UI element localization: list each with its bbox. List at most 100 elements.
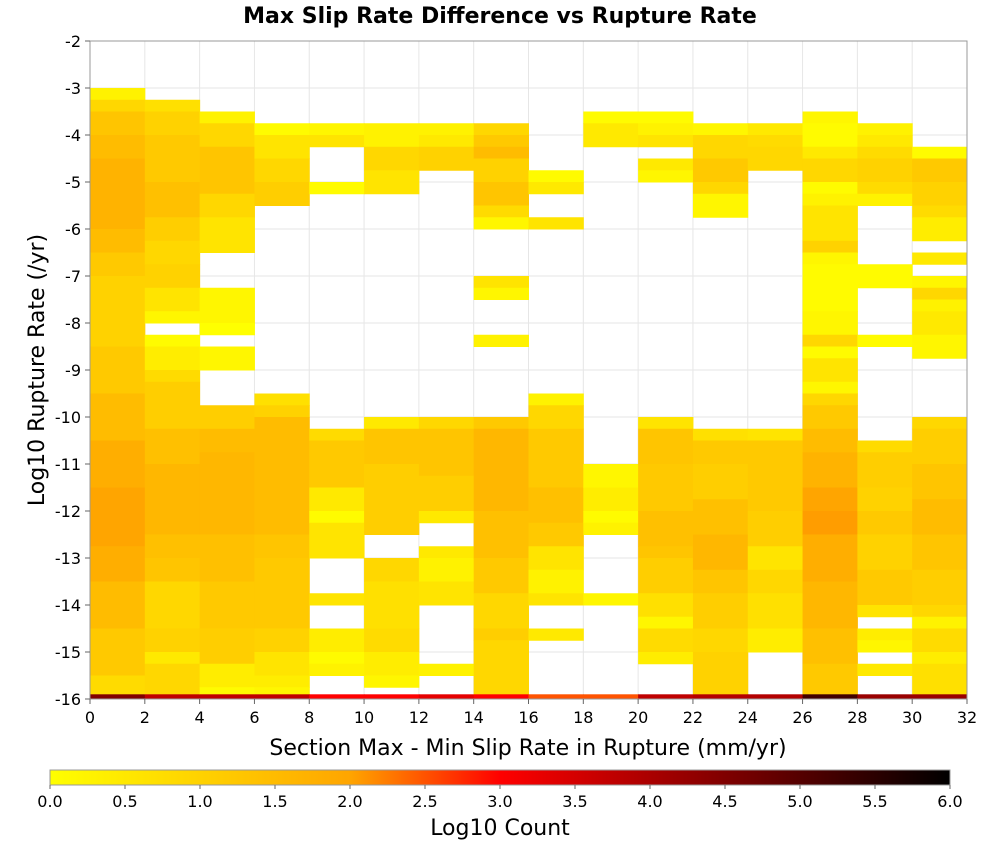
heatmap-cell — [199, 628, 255, 665]
heatmap-cell — [473, 334, 529, 347]
heatmap-cell — [364, 464, 420, 535]
heatmap-cell — [912, 217, 968, 242]
heatmap-cell — [254, 694, 310, 700]
heatmap-cell — [912, 428, 968, 465]
heatmap-cell — [857, 628, 913, 641]
y-tick-label: -4 — [65, 126, 81, 145]
heatmap-cell — [802, 111, 858, 124]
heatmap-cell — [473, 511, 529, 559]
heatmap-cell — [912, 616, 968, 629]
heatmap-cell — [857, 694, 913, 700]
heatmap-cell — [199, 323, 255, 336]
heatmap-cell — [254, 158, 310, 183]
heatmap-cell — [802, 381, 858, 394]
heatmap-cell — [857, 640, 913, 653]
x-tick-label: 20 — [628, 708, 648, 727]
heatmap-cell — [583, 511, 639, 524]
heatmap-cell — [418, 546, 475, 559]
heatmap-cell — [90, 675, 146, 695]
heatmap-cell — [90, 158, 146, 230]
heatmap-cell — [473, 628, 529, 641]
heatmap-cell — [473, 182, 529, 206]
heatmap-cell — [90, 393, 146, 441]
heatmap-cell — [802, 123, 858, 148]
heatmap-cell — [90, 111, 146, 136]
heatmap-cell — [254, 558, 310, 629]
heatmap-cell — [364, 675, 420, 688]
heatmap-cell — [802, 487, 858, 512]
heatmap-cell — [418, 694, 475, 700]
heatmap-cell — [528, 569, 584, 594]
heatmap-cell — [473, 123, 529, 136]
colorbar-tick-label: 1.5 — [262, 792, 287, 811]
heatmap-cell — [418, 511, 475, 524]
heatmap-cell — [144, 628, 201, 653]
heatmap-cell — [912, 417, 968, 430]
heatmap-cell — [638, 628, 694, 653]
heatmap-cell — [912, 499, 968, 535]
heatmap-cell — [638, 158, 694, 171]
heatmap-cell — [199, 663, 255, 688]
heatmap-cell — [528, 170, 584, 183]
heatmap-cell — [912, 146, 968, 159]
heatmap-cell — [418, 417, 475, 430]
heatmap-cell — [309, 694, 365, 700]
x-tick-label: 10 — [354, 708, 374, 727]
heatmap-cell — [692, 694, 749, 700]
x-tick-label: 24 — [738, 708, 758, 727]
heatmap-cell — [857, 264, 913, 289]
heatmap-cell — [473, 146, 529, 159]
heatmap-cell — [364, 146, 420, 171]
heatmap-cell — [473, 205, 529, 218]
heatmap-cell — [528, 393, 584, 406]
heatmap-cell — [418, 663, 475, 676]
heatmap-cell — [528, 694, 584, 700]
heatmap-cell — [199, 217, 255, 253]
heatmap-cell — [747, 511, 804, 547]
heatmap-cell — [692, 193, 749, 218]
heatmap-cell — [254, 182, 310, 206]
heatmap-cell — [473, 217, 529, 230]
heatmap-cell — [692, 428, 749, 441]
heatmap-cell — [802, 428, 858, 453]
colorbar-tick-label: 2.5 — [412, 792, 437, 811]
heatmap-cell — [144, 135, 201, 183]
heatmap-cell — [309, 123, 365, 136]
heatmap-cell — [144, 240, 201, 265]
y-tick-label: -3 — [65, 79, 81, 98]
x-tick-label: 22 — [683, 708, 703, 727]
heatmap-cell — [364, 123, 420, 148]
heatmap-cell — [199, 405, 255, 430]
heatmap-cell — [802, 158, 858, 183]
heatmap-cell — [90, 346, 146, 394]
heatmap-cell — [638, 464, 694, 512]
x-tick-label: 8 — [304, 708, 314, 727]
heatmap-cell — [638, 111, 694, 124]
heatmap-cell — [692, 123, 749, 136]
chart-title: Max Slip Rate Difference vs Rupture Rate — [243, 4, 757, 29]
x-axis-ticks: 0 2 4 6 8 10 12 14 16 18 20 22 24 26 28 30 32 — [85, 699, 977, 727]
heatmap-cell — [254, 393, 310, 406]
colorbar-tick-label: 0.0 — [37, 792, 62, 811]
colorbar-tick-label: 2.0 — [337, 792, 362, 811]
heatmap-cell — [364, 694, 420, 700]
heatmap-cell — [364, 581, 420, 629]
heatmap-cell — [802, 264, 858, 312]
heatmap-cell — [473, 640, 529, 695]
y-tick-label: -15 — [55, 643, 81, 662]
heatmap-cell — [912, 182, 968, 206]
colorbar-tick-label: 3.5 — [562, 792, 587, 811]
heatmap-cell — [802, 452, 858, 488]
heatmap-cell — [583, 487, 639, 512]
heatmap-cell — [857, 146, 913, 159]
heatmap-cell — [802, 393, 858, 406]
heatmap-cell — [199, 581, 255, 629]
heatmap-cell — [802, 193, 858, 206]
heatmap-cell — [309, 440, 365, 488]
heatmap-cell — [912, 205, 968, 218]
heatmap-cell — [912, 628, 968, 653]
heatmap-cell — [199, 123, 255, 148]
x-tick-label: 26 — [792, 708, 812, 727]
heatmap-cells — [90, 88, 968, 700]
